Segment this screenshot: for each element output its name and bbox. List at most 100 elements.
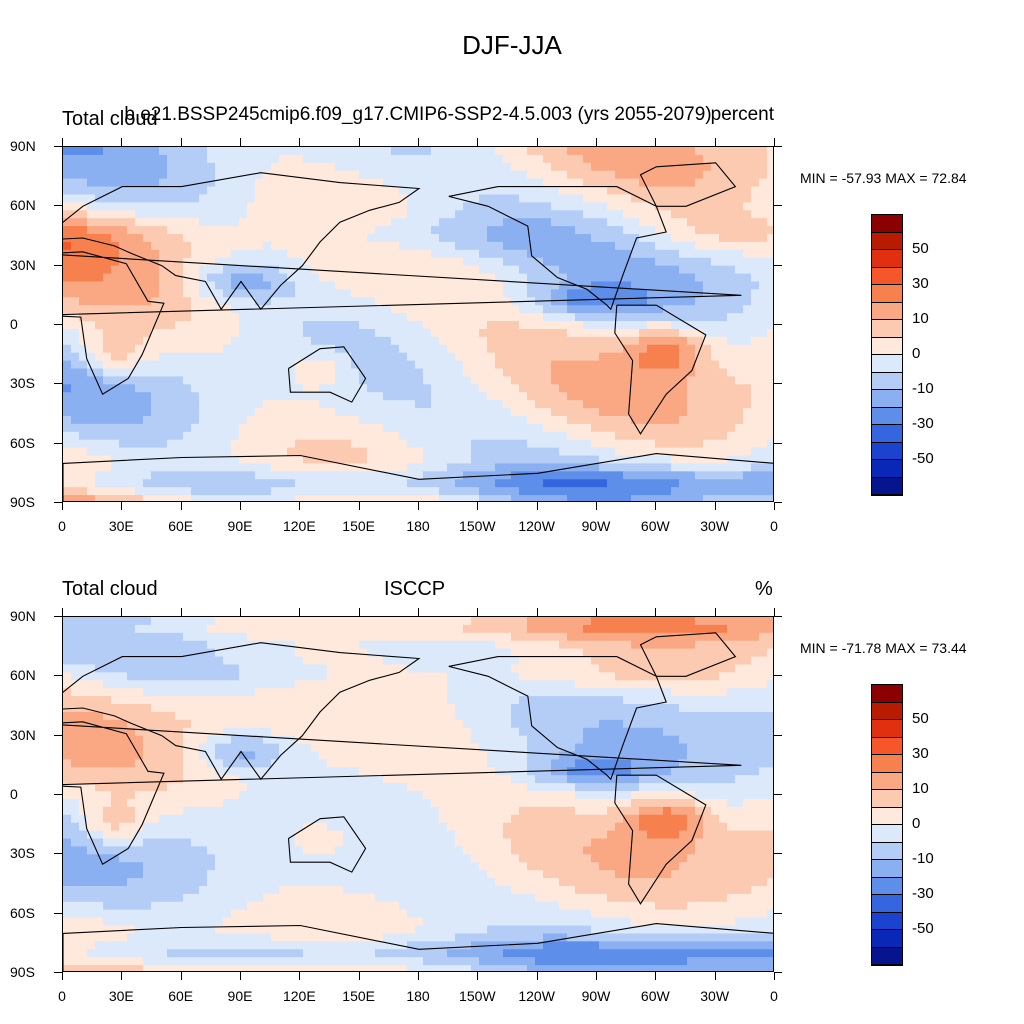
coastline	[614, 774, 707, 905]
latitude-label: 60S	[10, 904, 35, 921]
longitude-label: 150W	[459, 988, 496, 1004]
coastline	[639, 632, 737, 677]
coastline	[287, 346, 367, 403]
color-bar-box	[872, 372, 902, 390]
longitude-label: 180	[406, 518, 430, 534]
axis-tick	[536, 502, 538, 510]
longitude-label: 150W	[459, 518, 496, 534]
latitude-label: 30N	[10, 726, 36, 743]
top-map-panel: Total cloud b.e21.BSSP245cmip6.f09_g17.C…	[0, 100, 1024, 540]
axis-tick	[299, 972, 301, 980]
color-bar-box	[872, 912, 902, 930]
longitude-label: 0	[58, 518, 66, 534]
longitude-label: 60W	[640, 988, 670, 1004]
color-bar-label: 30	[912, 275, 929, 292]
longitude-label: 90W	[581, 518, 611, 534]
page-title: DJF-JJA	[462, 30, 562, 60]
longitude-label: 60E	[168, 988, 194, 1004]
longitude-label: 30W	[700, 518, 730, 534]
color-bar-box	[872, 267, 902, 285]
center-title: b.e21.BSSP245cmip6.f09_g17.CMIP6-SSP2-4.…	[124, 104, 712, 125]
latitude-label: 90S	[10, 964, 35, 980]
longitude-label: 0	[770, 988, 778, 1004]
longitude-label: 150E	[342, 518, 375, 534]
axis-tick	[774, 205, 782, 207]
color-bar-box	[872, 302, 902, 320]
right-title: percent	[710, 104, 774, 125]
contour-field	[63, 617, 773, 971]
longitude-label: 120E	[282, 518, 316, 534]
axis-tick	[62, 138, 63, 146]
axis-tick	[240, 608, 241, 616]
longitude-label: 30W	[700, 988, 730, 1004]
axis-tick	[477, 608, 479, 616]
color-bar-box	[872, 390, 902, 408]
color-bar-box	[872, 320, 902, 338]
axis-tick	[54, 912, 62, 914]
axis-tick	[477, 972, 479, 980]
color-bar-label: 10	[912, 310, 929, 327]
axis-tick	[596, 502, 597, 510]
coastline	[63, 251, 742, 395]
axis-tick	[596, 138, 597, 146]
axis-tick	[774, 146, 782, 147]
contour-field	[63, 147, 773, 501]
coastline	[287, 816, 367, 873]
color-bar-box	[872, 355, 902, 373]
axis-tick	[62, 608, 63, 616]
axis-tick	[180, 608, 182, 616]
map-area	[62, 616, 774, 972]
axis-tick	[536, 608, 538, 616]
longitude-label: 150E	[342, 988, 375, 1004]
latitude-label: 90N	[10, 138, 36, 154]
color-bar-box	[872, 232, 902, 250]
coastline	[448, 186, 667, 311]
min-max-label: MIN = -71.78 MAX = 73.44	[800, 640, 967, 656]
color-bar-label: -30	[912, 885, 934, 902]
latitude-label: 0	[10, 786, 18, 802]
axis-tick	[774, 264, 782, 266]
longitude-label: 90E	[227, 518, 253, 534]
axis-tick	[774, 794, 782, 795]
latitude-label: 30N	[10, 256, 36, 273]
coastline	[63, 172, 421, 311]
coastline	[63, 923, 773, 971]
axis-tick	[774, 734, 782, 736]
axis-tick	[62, 502, 63, 510]
color-bar-box	[872, 720, 902, 738]
axis-tick	[774, 608, 775, 616]
axis-tick	[655, 972, 657, 980]
color-bar-box	[872, 860, 902, 878]
axis-tick	[240, 502, 241, 510]
longitude-label: 60W	[640, 518, 670, 534]
axis-tick	[477, 502, 479, 510]
longitude-label: 90E	[227, 988, 253, 1004]
axis-tick	[774, 972, 782, 973]
axis-tick	[774, 675, 782, 677]
axis-tick	[240, 972, 241, 980]
color-bar-box	[872, 285, 902, 303]
axis-tick	[418, 138, 419, 146]
axis-tick	[121, 608, 123, 616]
axis-tick	[180, 972, 182, 980]
color-bar-box	[872, 702, 902, 720]
axis-tick	[714, 608, 716, 616]
axis-tick	[54, 205, 62, 207]
color-bar-box	[872, 685, 902, 703]
axis-tick	[54, 794, 62, 795]
color-bar-label: 10	[912, 780, 929, 797]
axis-tick	[54, 616, 62, 617]
longitude-label: 120W	[518, 518, 555, 534]
axis-tick	[358, 138, 360, 146]
axis-tick	[774, 853, 782, 855]
color-bar-label: -30	[912, 415, 934, 432]
axis-tick	[477, 138, 479, 146]
color-bar-label: 50	[912, 710, 929, 727]
axis-tick	[418, 608, 419, 616]
latitude-label: 90S	[10, 494, 35, 510]
color-bar-box	[872, 807, 902, 825]
color-bar-box	[872, 407, 902, 425]
axis-tick	[418, 502, 419, 510]
axis-tick	[774, 383, 782, 385]
axis-tick	[54, 734, 62, 736]
